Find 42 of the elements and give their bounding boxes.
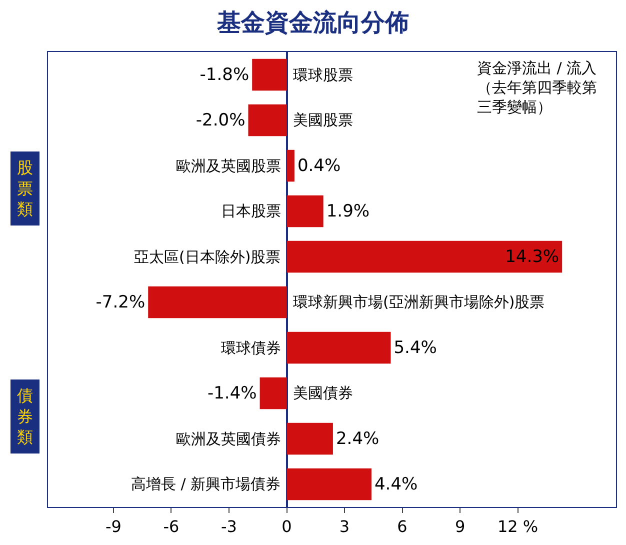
data-label: 1.9% bbox=[326, 201, 370, 222]
y-tick-label: 美國債券 bbox=[293, 384, 353, 402]
data-label: -1.8% bbox=[200, 64, 250, 85]
text: 股票類 bbox=[17, 158, 33, 219]
y-tick-label: 環球債券 bbox=[221, 339, 281, 357]
x-tick-label: -6 bbox=[163, 517, 180, 536]
y-tick-label: 日本股票 bbox=[221, 202, 281, 220]
bar bbox=[286, 422, 333, 455]
bar bbox=[286, 332, 391, 364]
y-tick-label: 環球新興市場(亞洲新興市場除外)股票 bbox=[293, 293, 545, 311]
data-label: 4.4% bbox=[374, 474, 418, 494]
bar bbox=[286, 240, 562, 273]
text: 債券類 bbox=[17, 386, 33, 447]
bar bbox=[260, 377, 287, 410]
bar bbox=[148, 286, 287, 318]
bar bbox=[286, 195, 324, 228]
annotation: 資金淨流出 / 流入（去年第四季較第三季變幅） bbox=[477, 59, 597, 116]
data-label: 2.4% bbox=[336, 428, 380, 449]
data-label: 14.3% bbox=[505, 246, 560, 267]
bar bbox=[248, 104, 287, 136]
x-tick-label: 12 % bbox=[497, 517, 538, 536]
data-label: -7.2% bbox=[96, 292, 146, 312]
y-tick-label: 環球股票 bbox=[293, 66, 353, 84]
x-tick-label: 0 bbox=[282, 517, 292, 536]
x-tick-label: -9 bbox=[105, 517, 122, 536]
bar bbox=[286, 468, 372, 500]
x-tick-label: 9 bbox=[454, 517, 466, 536]
data-label: -2.0% bbox=[196, 110, 246, 130]
x-tick-label: -3 bbox=[221, 517, 237, 536]
x-tick-label: 3 bbox=[339, 517, 350, 536]
y-tick-label: 亞太區(日本除外)股票 bbox=[134, 248, 281, 266]
bar bbox=[286, 150, 294, 182]
data-label: -1.4% bbox=[207, 383, 257, 404]
y-tick-label: 歐洲及英國債券 bbox=[176, 430, 281, 448]
bar bbox=[252, 58, 287, 91]
chart-title: 基金資金流向分佈 bbox=[216, 8, 409, 36]
x-tick-label: 6 bbox=[397, 517, 408, 536]
y-tick-label: 歐洲及英國股票 bbox=[176, 157, 281, 175]
y-tick-label: 高增長 / 新興市場債券 bbox=[131, 475, 281, 493]
data-label: 5.4% bbox=[394, 338, 437, 358]
y-tick-label: 美國股票 bbox=[293, 111, 353, 129]
data-label: 0.4% bbox=[297, 156, 341, 176]
